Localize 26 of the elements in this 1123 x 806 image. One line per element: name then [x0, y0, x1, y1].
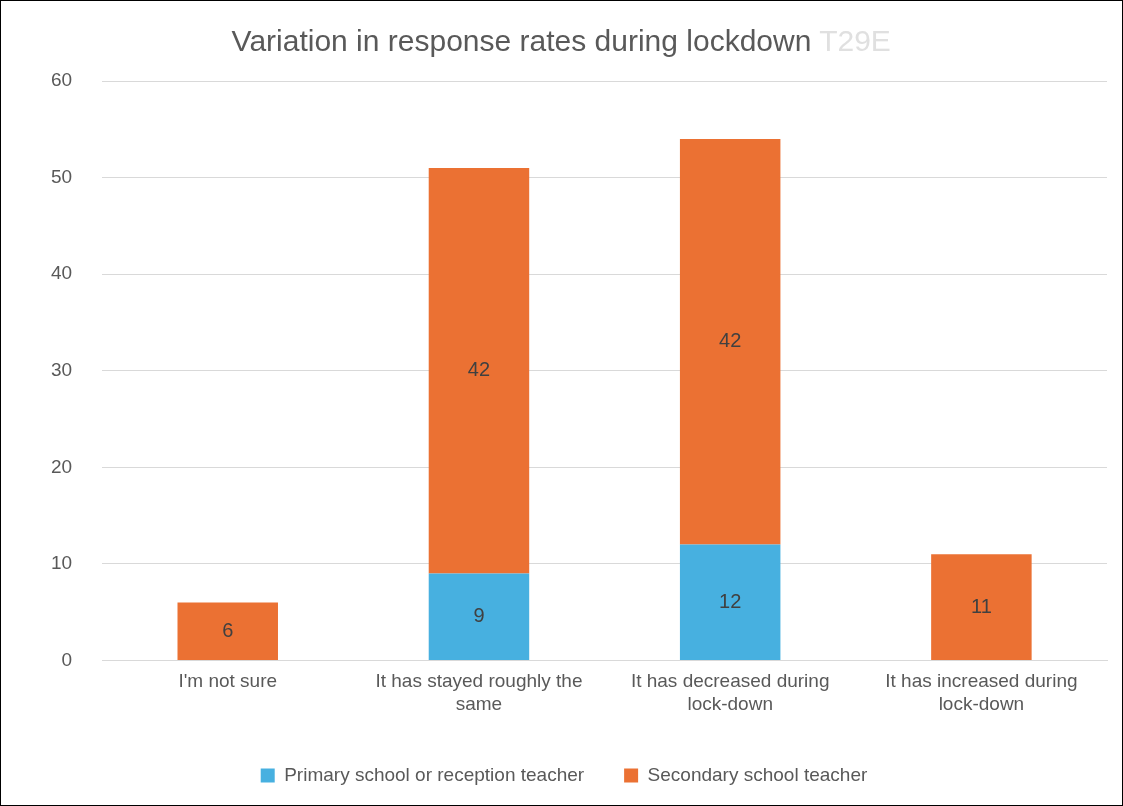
legend-label: Secondary school teacher	[647, 763, 868, 785]
legend-label: Primary school or reception teacher	[284, 763, 585, 785]
y-tick-label: 40	[50, 262, 73, 284]
y-tick-label: 60	[50, 69, 73, 91]
y-tick-label: 20	[50, 455, 73, 477]
chart-title: Variation in response rates during lockdown	[231, 24, 812, 58]
bar	[679, 544, 781, 660]
x-tick-label: I'm not sure	[178, 670, 278, 692]
data-label: 42	[467, 358, 491, 381]
y-tick-label: 50	[50, 165, 73, 187]
data-label: 42	[719, 329, 742, 352]
data-label: 6	[222, 618, 234, 641]
bar	[428, 167, 530, 574]
data-label: 11	[971, 594, 992, 617]
bar	[428, 573, 530, 660]
data-label: 9	[473, 604, 485, 627]
x-tick-label: It has decreased during lock-down	[630, 670, 830, 714]
bar	[177, 602, 278, 660]
y-tick-label: 10	[50, 552, 73, 574]
data-label: 12	[719, 589, 742, 612]
y-tick-label: 30	[50, 358, 73, 380]
y-tick-label: 0	[61, 648, 73, 670]
bar	[931, 554, 1032, 660]
bar	[679, 138, 781, 545]
x-tick-label: It has increased during lock-down	[885, 670, 1078, 714]
x-tick-label: It has stayed roughly the same	[375, 670, 583, 714]
